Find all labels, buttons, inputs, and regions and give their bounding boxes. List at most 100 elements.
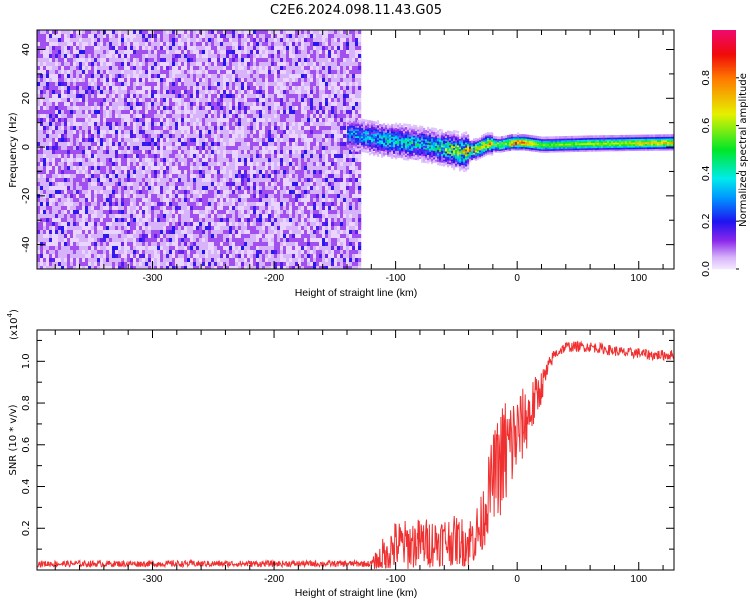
- spectrogram-cell: [241, 122, 245, 128]
- spectrogram-cell: [256, 130, 260, 137]
- spectrogram-cell: [199, 90, 203, 96]
- spectrogram-cell: [112, 230, 116, 236]
- spectrogram-cell: [247, 78, 251, 85]
- spectrogram-cell: [232, 54, 236, 59]
- spectrogram-cell: [157, 146, 161, 153]
- spectrogram-cell: [100, 254, 104, 261]
- spectrogram-cell: [136, 58, 140, 63]
- spectrogram-cell: [274, 262, 278, 269]
- spectrogram-cell: [199, 206, 203, 211]
- spectrogram-cell: [94, 54, 98, 62]
- spectrogram-cell: [43, 206, 47, 213]
- spectrogram-cell: [115, 254, 119, 261]
- spectrogram-cell: [55, 250, 59, 256]
- spectrogram-cell: [139, 238, 143, 244]
- spectrogram-cell: [175, 178, 179, 184]
- spectrogram-cell: [229, 106, 233, 112]
- spectrogram-cell: [226, 182, 230, 190]
- spectrogram-cell: [277, 166, 281, 174]
- spectrogram-cell: [55, 110, 59, 116]
- spectrogram-cell: [106, 102, 110, 108]
- spectrogram-cell: [283, 138, 287, 144]
- spectrogram-cell: [217, 210, 221, 218]
- spectrogram-cell: [169, 50, 173, 58]
- spectrogram-cell: [193, 158, 197, 165]
- spectrogram-cell: [148, 94, 152, 101]
- spectrogram-cell: [88, 62, 92, 69]
- spectrogram-cell: [139, 126, 143, 133]
- spectrogram-cell: [190, 262, 194, 269]
- spectrogram-cell: [100, 58, 104, 65]
- spectrogram-cell: [73, 86, 77, 94]
- spectrogram-cell: [265, 94, 269, 100]
- spectrogram-cell: [61, 214, 65, 219]
- spectrogram-cell: [169, 74, 173, 82]
- spectrogram-cell: [148, 122, 152, 127]
- spectrogram-cell: [163, 54, 167, 60]
- spectrogram-cell: [130, 158, 134, 163]
- spectrogram-cell: [223, 130, 227, 135]
- spectrogram-cell: [220, 242, 224, 249]
- spectrogram-cell: [250, 234, 254, 240]
- spectrogram-cell: [172, 222, 176, 230]
- spectrogram-cell: [199, 174, 203, 181]
- spectrogram-cell: [70, 50, 74, 55]
- spectrogram-cell: [262, 106, 266, 111]
- spectrogram-cell: [220, 114, 224, 119]
- spectrogram-cell: [274, 126, 278, 131]
- spectrogram-cell: [121, 58, 125, 64]
- spectrogram-cell: [199, 142, 203, 149]
- spectrogram-cell: [67, 170, 71, 175]
- spectrogram-cell: [277, 30, 281, 35]
- spectrogram-cell: [235, 266, 239, 269]
- spectrogram-cell: [109, 154, 113, 161]
- spectrogram-cell: [235, 222, 239, 227]
- spectrogram-cell: [94, 190, 98, 197]
- spectrogram-cell: [235, 202, 239, 208]
- spectrogram-cell: [37, 78, 41, 84]
- spectrogram-cell: [85, 242, 89, 248]
- spectrogram-cell: [280, 54, 284, 62]
- spectrogram-cell: [109, 82, 113, 89]
- spectrogram-cell: [190, 74, 194, 80]
- spectrogram-cell: [58, 58, 62, 63]
- spectrogram-cell: [121, 46, 125, 52]
- spectrogram-cell: [247, 218, 251, 225]
- spectrogram-cell: [100, 90, 104, 96]
- spectrogram-cell: [208, 218, 212, 224]
- spectrogram-cell: [136, 138, 140, 144]
- spectrogram-cell: [97, 190, 101, 196]
- spectrogram-cell: [196, 258, 200, 263]
- spectrogram-cell: [55, 66, 59, 72]
- spectrogram-cell: [187, 62, 191, 69]
- spectrogram-cell: [154, 254, 158, 260]
- spectrogram-cell: [208, 82, 212, 87]
- spectrogram-cell: [187, 178, 191, 183]
- spectrogram-cell: [277, 66, 281, 73]
- spectrogram-cell: [154, 198, 158, 203]
- spectrogram-cell: [76, 246, 80, 252]
- spectrogram-cell: [211, 174, 215, 181]
- spectrogram-cell: [247, 158, 251, 164]
- spectrogram-cell: [190, 246, 194, 253]
- spectrogram-cell: [40, 74, 44, 80]
- spectrogram-cell: [220, 34, 224, 40]
- spectrogram-cell: [154, 114, 158, 121]
- spectrogram-cell: [283, 126, 287, 133]
- spectrogram-cell: [79, 258, 83, 263]
- spectrogram-cell: [85, 158, 89, 166]
- spectrogram-cell: [280, 34, 284, 42]
- spectrogram-cell: [64, 242, 68, 249]
- spectrogram-cell: [241, 34, 245, 40]
- spectrogram-cell: [265, 46, 269, 52]
- spectrogram-cell: [127, 94, 131, 100]
- spectrogram-cell: [208, 246, 212, 254]
- spectrogram-cell: [85, 190, 89, 197]
- spectrogram-cell: [88, 90, 92, 96]
- spectrogram-cell: [238, 262, 242, 267]
- spectrogram-cell: [235, 230, 239, 237]
- spectrogram-cell: [160, 34, 164, 42]
- spectrogram-cell: [184, 106, 188, 111]
- spectrogram-cell: [91, 226, 95, 232]
- spectrogram-cell: [58, 82, 62, 88]
